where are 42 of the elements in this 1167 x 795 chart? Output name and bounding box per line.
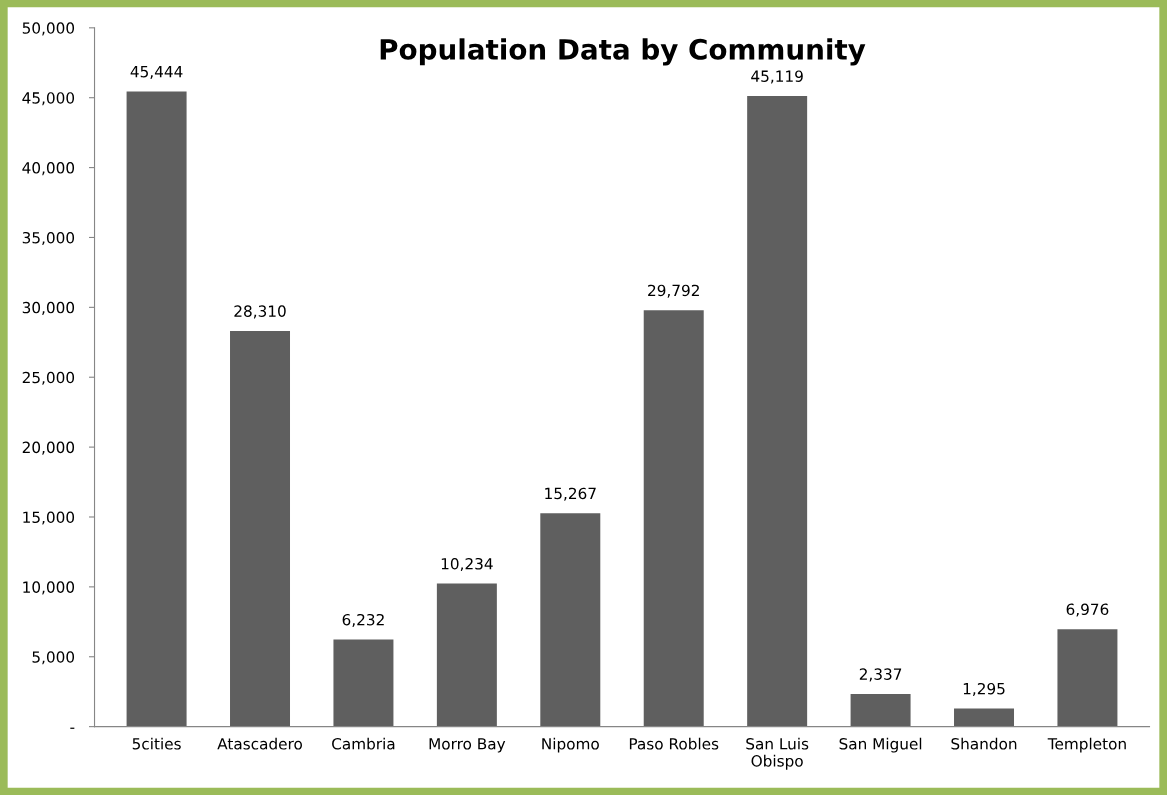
- bar: [333, 639, 394, 727]
- bar: [643, 310, 704, 727]
- x-tick-label: San Luis Obispo: [746, 737, 809, 770]
- y-tick-label: 25,000: [22, 371, 75, 385]
- data-label: 6,976: [1066, 603, 1109, 617]
- x-tick-label: Cambria: [332, 737, 395, 750]
- data-label: 28,310: [234, 305, 286, 319]
- bar: [1057, 629, 1118, 727]
- x-tick-label: Templeton: [1047, 737, 1126, 753]
- y-tick-label: 5,000: [32, 651, 75, 665]
- data-label: 1,295: [963, 682, 1005, 697]
- bar: [230, 330, 291, 727]
- x-tick-label: Morro Bay: [429, 738, 506, 753]
- y-tick-label: 35,000: [22, 231, 75, 246]
- y-tick-label: 30,000: [22, 301, 75, 315]
- x-tick-label: Shandon: [951, 737, 1017, 750]
- bar: [436, 583, 497, 727]
- y-tick-label: 50,000: [22, 22, 75, 36]
- x-tick-label: San Miguel: [839, 737, 922, 753]
- bar: [850, 693, 911, 727]
- bar: [954, 708, 1014, 727]
- y-tick-label: 40,000: [22, 162, 75, 176]
- y-tick-label: 15,000: [23, 511, 75, 525]
- y-tick-label: -: [70, 727, 75, 729]
- x-tick-label: Nipomo: [542, 737, 599, 753]
- y-tick-label: 20,000: [22, 441, 75, 455]
- data-label: 2,337: [859, 668, 902, 682]
- data-label: 6,232: [342, 613, 384, 628]
- data-label: 45,444: [130, 66, 183, 79]
- x-tick-label: Atascadero: [217, 737, 302, 750]
- data-label: 45,119: [751, 70, 803, 84]
- data-label: 29,792: [648, 284, 699, 298]
- y-tick-label: 10,000: [23, 581, 75, 595]
- bar: [747, 96, 808, 727]
- data-label: 15,267: [545, 487, 596, 501]
- chart-title: Population Data by Community: [380, 38, 866, 66]
- x-tick-label: Paso Robles: [629, 737, 719, 750]
- bar: [540, 513, 601, 727]
- y-tick-label: 45,000: [22, 92, 75, 106]
- bar: [126, 91, 187, 727]
- data-label: 10,234: [441, 557, 493, 572]
- x-tick-label: 5cities: [132, 737, 181, 750]
